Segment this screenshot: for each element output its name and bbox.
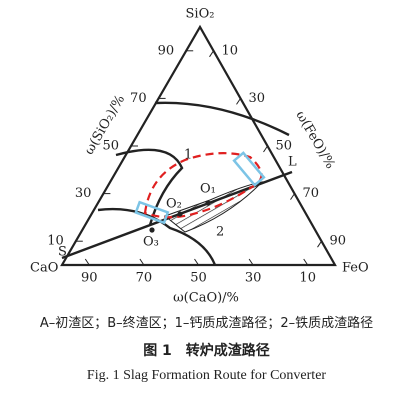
- point-label: O₂: [166, 197, 182, 212]
- tick-label: 30: [249, 91, 266, 106]
- caption-cn: 图 1 转炉成渣路径: [143, 343, 270, 359]
- vertex-label: SiO₂: [186, 7, 215, 22]
- legend-caption: A–初渣区；B–终渣区；1–钙质成渣路径；2–铁质成渣路径: [39, 316, 374, 331]
- tick-mark: [194, 258, 199, 266]
- tick-label: 30: [245, 271, 262, 286]
- tick-mark: [248, 258, 254, 266]
- tick-label: 10: [222, 43, 239, 58]
- point-label: O₁: [200, 182, 216, 197]
- boundary-lower: [97, 207, 217, 266]
- tick-label: 50: [190, 271, 207, 286]
- s-l-line: [61, 170, 293, 260]
- tick-label: 50: [102, 139, 119, 154]
- tick-label: 70: [136, 271, 153, 286]
- point-label: O₃: [143, 235, 159, 250]
- tick-mark: [263, 145, 268, 153]
- tick-mark: [236, 98, 241, 105]
- point: [149, 227, 155, 233]
- point-label: L: [288, 155, 297, 170]
- tick-label: 10: [47, 234, 64, 249]
- vertex-label: CaO: [30, 261, 58, 276]
- zone-a: [134, 200, 170, 225]
- route-label: 2: [216, 225, 224, 240]
- tick-mark: [303, 258, 309, 266]
- tick-label: 70: [303, 186, 320, 201]
- tick-label: 30: [75, 186, 92, 201]
- caption-en: Fig. 1 Slag Formation Route for Converte…: [86, 368, 327, 383]
- tick-mark: [84, 258, 90, 266]
- tick-label: 90: [330, 234, 347, 249]
- point: [177, 211, 183, 217]
- point: [205, 200, 211, 206]
- tick-mark: [139, 258, 145, 266]
- tick-mark: [290, 193, 295, 200]
- isotherm: [154, 101, 290, 137]
- tick-label: 50: [276, 139, 293, 154]
- tick-label: 90: [158, 43, 175, 58]
- tick-mark: [209, 50, 214, 58]
- axis-label: ω(CaO)/%: [173, 291, 239, 306]
- point-label: S: [58, 245, 67, 260]
- axis-label: ω(FeO)/%: [292, 108, 337, 171]
- vertex-label: FeO: [342, 261, 369, 276]
- tick-mark: [317, 240, 322, 248]
- tick-label: 10: [299, 271, 316, 286]
- tick-label: 90: [81, 271, 98, 286]
- tick-label: 70: [130, 91, 147, 106]
- ternary-diagram: SiO₂ CaO FeO ω(SiO₂)/% ω(FeO)/% ω(CaO)/%…: [30, 7, 369, 306]
- route-label: 1: [184, 148, 192, 163]
- boundary: [115, 148, 184, 226]
- zone-b: [232, 151, 266, 187]
- route-envelope: [143, 152, 263, 219]
